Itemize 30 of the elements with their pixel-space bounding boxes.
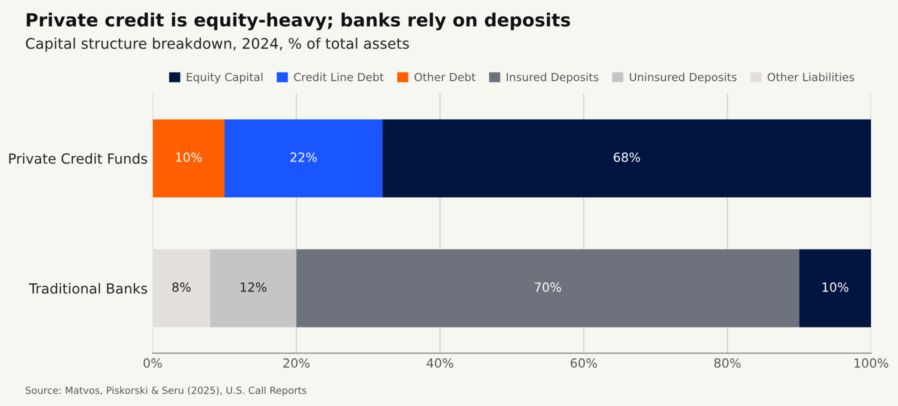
chart-subtitle: Capital structure breakdown, 2024, % of total assets [26, 38, 409, 52]
y-tick-label: Traditional Banks [28, 282, 148, 294]
x-tick-label: 100% [854, 358, 888, 368]
legend-label: Equity Capital [186, 72, 262, 84]
x-tick-label: 20% [283, 358, 310, 368]
data-label: 22% [290, 152, 317, 162]
bar [210, 249, 296, 328]
y-tick-label: Private Credit Funds [9, 153, 148, 164]
x-tick-label: 40% [426, 358, 454, 368]
x-tick-label: 60% [570, 358, 597, 368]
data-label: 10% [176, 152, 202, 162]
legend-label: Other Liabilities [768, 72, 854, 82]
legend-label: Credit Line Debt [294, 72, 384, 82]
bar [224, 119, 383, 198]
source-note: Source: Matvos, Piskorski & Seru (2025), U.S. Call Reports [26, 386, 306, 396]
legend-label: Uninsured Deposits [630, 72, 736, 84]
data-label: 70% [534, 282, 561, 292]
bar [152, 119, 224, 198]
x-tick-label: 0% [144, 358, 162, 368]
legend-label: Other Debt [414, 72, 476, 82]
bar [296, 249, 800, 328]
data-label: 10% [822, 282, 848, 292]
chart-title: Private credit is equity-heavy; banks rely on deposits [26, 12, 570, 30]
legend-label: Insured Deposits [506, 72, 598, 84]
data-label: 68% [614, 152, 640, 162]
x-tick-label: 80% [714, 358, 741, 368]
data-label: 8% [172, 282, 191, 292]
data-label: 12% [240, 282, 266, 292]
bar [382, 119, 872, 198]
bar [799, 249, 872, 328]
